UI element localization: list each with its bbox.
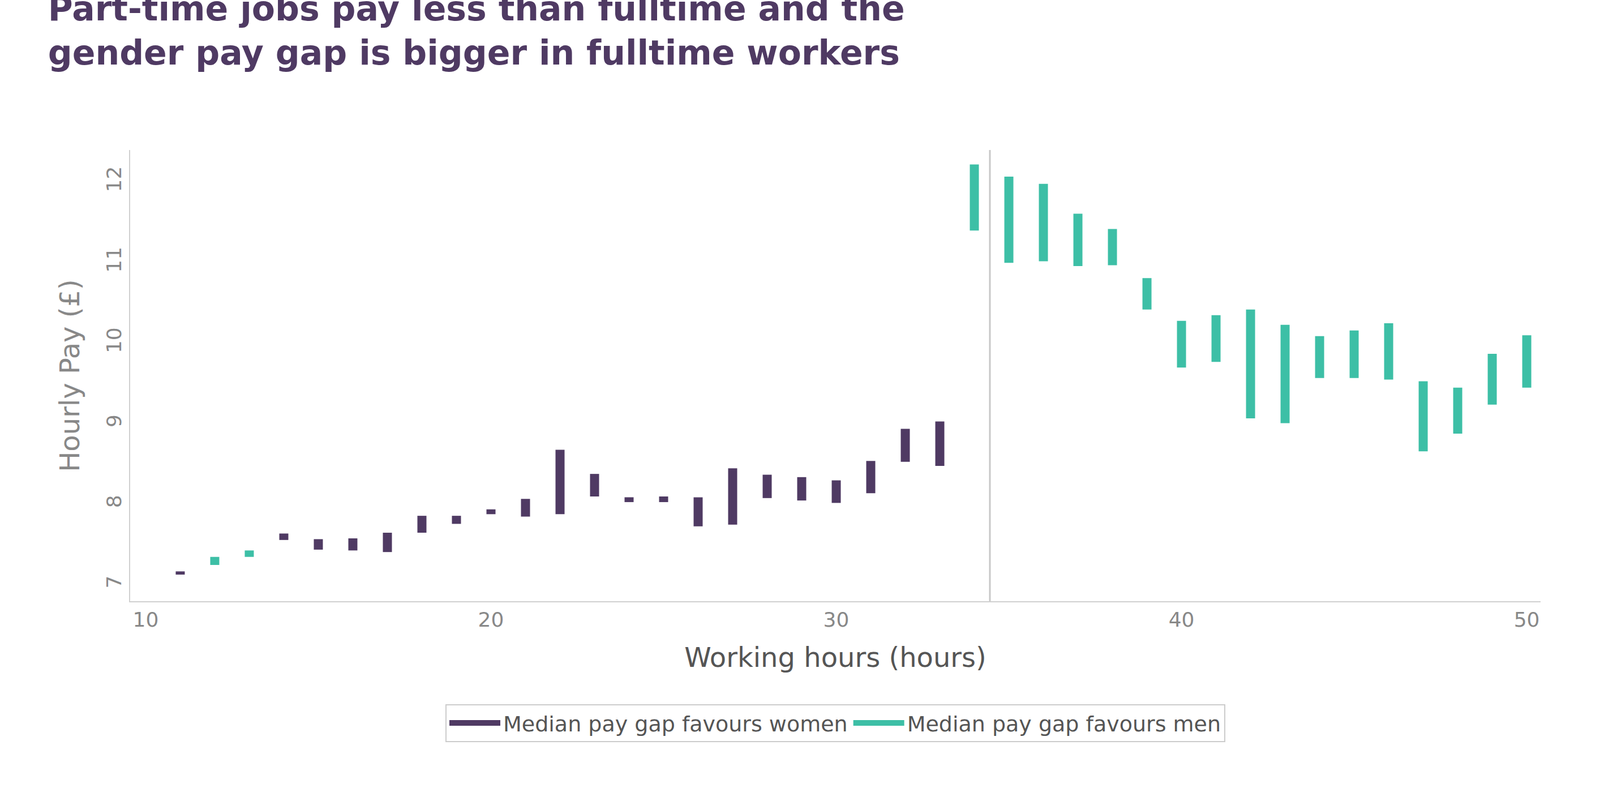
svg-text:Median pay gap favours women: Median pay gap favours women <box>503 711 848 737</box>
svg-text:20: 20 <box>478 607 505 632</box>
svg-text:Hourly Pay (£): Hourly Pay (£) <box>53 279 86 472</box>
svg-text:10: 10 <box>133 607 160 632</box>
svg-text:7: 7 <box>102 575 126 589</box>
svg-text:Working hours (hours): Working hours (hours) <box>684 641 987 673</box>
svg-text:8: 8 <box>102 494 126 508</box>
svg-text:9: 9 <box>102 414 126 428</box>
svg-text:10: 10 <box>102 327 126 354</box>
svg-text:12: 12 <box>102 166 126 193</box>
svg-text:40: 40 <box>1168 607 1195 632</box>
svg-text:Median pay gap favours men: Median pay gap favours men <box>907 711 1221 737</box>
svg-text:30: 30 <box>823 607 850 632</box>
svg-text:50: 50 <box>1513 607 1541 632</box>
svg-text:11: 11 <box>102 246 126 273</box>
svg-text:Part-time jobs pay less than f: Part-time jobs pay less than fulltime an… <box>48 0 905 73</box>
